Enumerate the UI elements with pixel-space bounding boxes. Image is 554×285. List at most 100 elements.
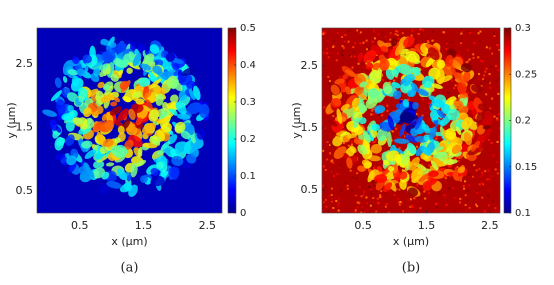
- noise: [484, 103, 487, 106]
- noise: [427, 192, 430, 195]
- blob: [82, 54, 92, 64]
- noise: [469, 45, 472, 48]
- blob: [66, 155, 77, 166]
- blob: [354, 85, 365, 95]
- noise: [480, 212, 483, 213]
- noise: [335, 59, 338, 62]
- noise: [369, 45, 372, 48]
- blob: [148, 71, 155, 79]
- noise: [358, 202, 361, 205]
- blob: [363, 49, 377, 64]
- blob: [124, 139, 134, 150]
- noise: [351, 59, 354, 62]
- noise: [362, 41, 365, 44]
- blob: [398, 171, 408, 180]
- blob: [109, 42, 117, 48]
- noise: [435, 135, 438, 138]
- noise: [350, 143, 353, 146]
- noise: [322, 149, 325, 152]
- noise: [384, 205, 387, 208]
- noise: [326, 158, 329, 161]
- noise: [339, 163, 342, 166]
- noise: [488, 54, 491, 57]
- blob: [382, 182, 393, 193]
- noise: [389, 207, 392, 210]
- blob: [138, 77, 151, 87]
- blob: [443, 159, 458, 165]
- noise: [480, 99, 483, 102]
- noise: [324, 33, 327, 36]
- colorbar-tick-label: 0.25: [515, 69, 537, 80]
- blob: [94, 153, 103, 160]
- blob: [67, 69, 79, 76]
- noise: [492, 154, 495, 157]
- blob: [412, 101, 419, 110]
- noise: [478, 73, 481, 76]
- blob: [168, 166, 180, 178]
- noise: [358, 185, 361, 188]
- noise: [397, 197, 400, 200]
- noise: [490, 142, 493, 145]
- blob: [379, 58, 390, 71]
- noise: [417, 141, 420, 144]
- blob: [410, 90, 417, 97]
- blob: [149, 44, 160, 54]
- noise: [454, 157, 457, 160]
- blob: [103, 138, 114, 147]
- blob: [130, 162, 138, 178]
- noise: [490, 72, 493, 75]
- x-axis-label: x (μm): [393, 235, 429, 248]
- noise: [487, 138, 490, 141]
- noise: [355, 194, 358, 197]
- noise: [395, 127, 398, 130]
- noise: [419, 207, 422, 210]
- noise: [459, 197, 462, 200]
- noise: [489, 205, 492, 208]
- noise: [354, 47, 357, 50]
- noise: [499, 163, 500, 166]
- noise: [466, 49, 469, 52]
- blob: [70, 109, 78, 118]
- blob: [174, 121, 186, 134]
- blob: [394, 138, 410, 144]
- noise: [445, 48, 448, 51]
- noise: [327, 134, 330, 137]
- noise: [479, 41, 482, 44]
- blob: [349, 145, 357, 154]
- noise: [376, 201, 379, 204]
- noise: [344, 34, 347, 37]
- noise: [372, 197, 375, 200]
- blob: [193, 85, 201, 101]
- blob: [114, 137, 121, 144]
- noise: [401, 92, 404, 95]
- colorbar-tick-label: 0.3: [240, 97, 256, 108]
- noise: [350, 189, 353, 192]
- blob: [127, 174, 132, 182]
- noise: [483, 210, 486, 213]
- noise: [496, 117, 499, 120]
- noise: [408, 210, 411, 213]
- noise: [356, 206, 359, 209]
- noise: [357, 143, 360, 146]
- noise: [431, 39, 434, 42]
- blob: [81, 140, 93, 149]
- blob: [374, 174, 388, 184]
- noise: [330, 200, 333, 203]
- blob: [393, 65, 401, 75]
- noise: [329, 51, 332, 54]
- noise: [381, 114, 384, 117]
- noise: [387, 211, 390, 213]
- noise: [371, 108, 374, 111]
- blob: [54, 77, 62, 88]
- y-tick-label: 2.5: [16, 57, 34, 70]
- blob: [153, 87, 167, 96]
- blob: [83, 107, 92, 118]
- noise: [419, 85, 422, 88]
- noise: [386, 95, 389, 98]
- blob: [436, 109, 446, 119]
- blob: [445, 96, 457, 106]
- noise: [406, 133, 409, 136]
- blob: [135, 117, 143, 126]
- colorbar-tick-label: 0.2: [515, 116, 531, 127]
- noise: [324, 198, 327, 201]
